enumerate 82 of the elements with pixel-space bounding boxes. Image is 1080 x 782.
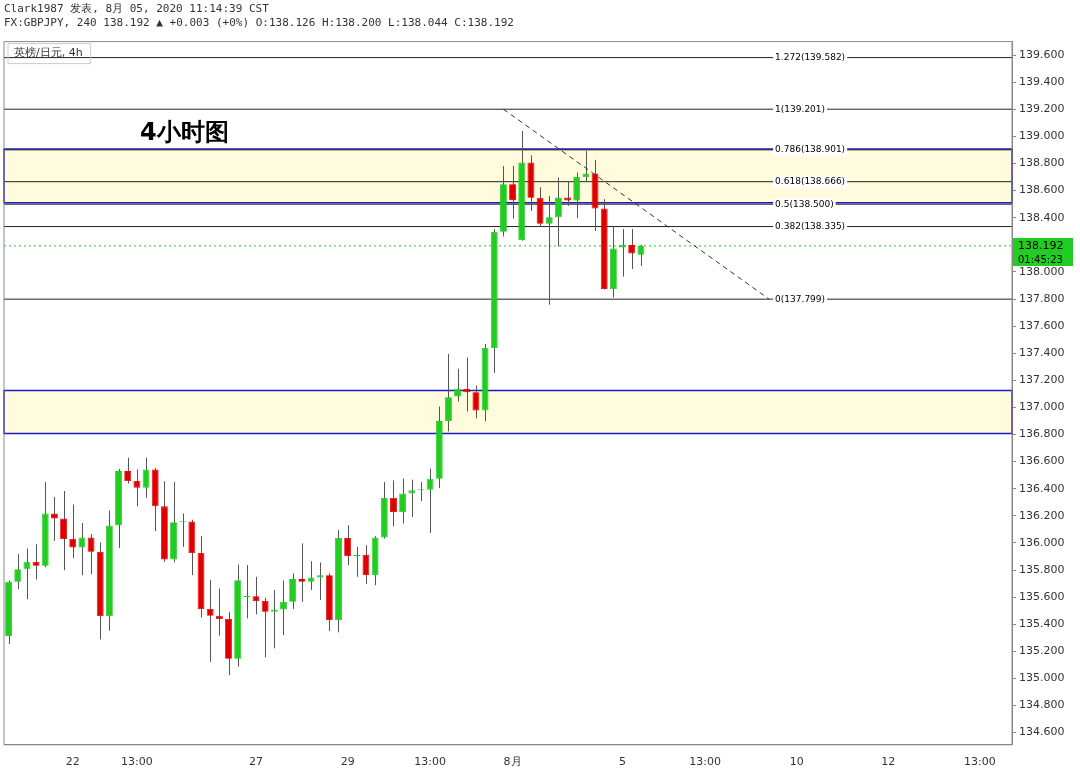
candlestick — [573, 172, 581, 219]
candlestick — [472, 384, 480, 419]
y-tick-label: 139.200 — [1019, 102, 1065, 116]
y-tick-label: 138.800 — [1019, 156, 1065, 170]
candlestick — [582, 150, 590, 183]
candlestick — [23, 547, 31, 600]
candlestick — [454, 368, 462, 402]
candlestick — [206, 579, 214, 663]
x-tick-label: 10 — [789, 755, 804, 769]
candlestick — [408, 479, 416, 518]
y-tick-label: 134.600 — [1019, 725, 1065, 739]
x-tick-label: 12 — [881, 755, 896, 769]
ref-line-label: 1.272(139.582) — [775, 51, 846, 62]
candlestick — [628, 228, 636, 270]
y-tick-label: 138.400 — [1019, 210, 1065, 224]
ref-line-label: 0.618(138.666) — [775, 176, 846, 187]
ref-line-label: 0.786(138.901) — [775, 144, 846, 155]
candlestick — [124, 457, 132, 485]
candlestick — [32, 543, 40, 580]
ref-line-label: 138.192 — [1018, 238, 1064, 252]
y-tick-label: 139.400 — [1019, 75, 1065, 89]
candlestick — [14, 553, 22, 590]
y-tick-label: 135.400 — [1019, 617, 1065, 631]
y-tick-label: 136.600 — [1019, 454, 1065, 468]
candlestick — [564, 180, 571, 207]
y-tick-label: 137.600 — [1019, 318, 1065, 332]
y-tick-label: 135.000 — [1019, 671, 1065, 685]
x-tick-label: 22 — [65, 755, 80, 769]
ref-line-label: 1(139.201) — [775, 103, 826, 114]
candlestick — [133, 468, 141, 507]
candlestick — [69, 504, 77, 559]
candlestick — [50, 496, 58, 542]
y-tick-label: 136.000 — [1019, 535, 1065, 549]
text: FX:GBPJPY, 240 138.192 ▲ +0.003 (+0%) O:138.126 H:138.200 L:138.044 C:138.192 — [4, 16, 515, 30]
ref-line-label: 0.5(138.500) — [775, 198, 834, 209]
y-tick-label: 136.200 — [1019, 508, 1065, 522]
candlestick — [60, 490, 67, 571]
y-tick-label: 137.400 — [1019, 346, 1065, 360]
candlestick — [270, 589, 278, 649]
candlestick — [362, 544, 370, 585]
candlestick — [390, 479, 397, 527]
y-tick-label: 135.600 — [1019, 589, 1065, 603]
candlestick — [509, 165, 517, 220]
y-tick-label: 138.600 — [1019, 183, 1065, 197]
candlestick — [316, 561, 324, 601]
candlestick — [426, 468, 434, 534]
candlestick — [399, 478, 407, 525]
candlestick — [87, 533, 95, 575]
y-tick-label: 138.000 — [1019, 264, 1065, 278]
x-tick-label: 5 — [619, 755, 627, 769]
annotation: 英榜/日元, 4h — [14, 46, 83, 60]
x-tick-label: 8月 — [503, 755, 522, 769]
candlestick — [344, 524, 352, 566]
y-tick-label: 136.800 — [1019, 427, 1065, 441]
x-tick-label: 13:00 — [964, 755, 996, 769]
y-tick-label: 139.000 — [1019, 129, 1065, 143]
x-tick-label: 13:00 — [121, 755, 153, 769]
y-tick-label: 134.800 — [1019, 698, 1065, 712]
candlestick — [289, 572, 297, 610]
text: 4小时图 — [140, 117, 229, 146]
x-tick-label: 13:00 — [414, 755, 446, 769]
x-tick-label: 13:00 — [689, 755, 721, 769]
candlestick — [307, 560, 315, 591]
y-tick-label: 135.200 — [1019, 644, 1065, 658]
ref-line-label: 0(137.799) — [775, 293, 826, 304]
text: 01:45:23 — [1018, 253, 1063, 265]
ref-line-label: 0.382(138.335) — [775, 220, 846, 231]
y-tick-label: 135.800 — [1019, 562, 1065, 576]
y-tick-label: 136.400 — [1019, 481, 1065, 495]
candlestick — [445, 353, 452, 432]
y-tick-label: 137.000 — [1019, 400, 1065, 414]
candlestick — [280, 579, 287, 636]
candlestick — [142, 457, 150, 499]
candlestick — [261, 597, 269, 658]
candlestick — [78, 522, 86, 576]
y-tick-label: 137.200 — [1019, 373, 1065, 387]
candlestick — [252, 576, 260, 615]
y-tick-label: 137.800 — [1019, 291, 1065, 305]
y-tick-label: 139.600 — [1019, 48, 1065, 62]
x-tick-label: 29 — [340, 755, 355, 769]
text: Clark1987 发表, 8月 05, 2020 11:14:39 CST — [4, 2, 270, 16]
x-tick-label: 27 — [249, 755, 263, 769]
